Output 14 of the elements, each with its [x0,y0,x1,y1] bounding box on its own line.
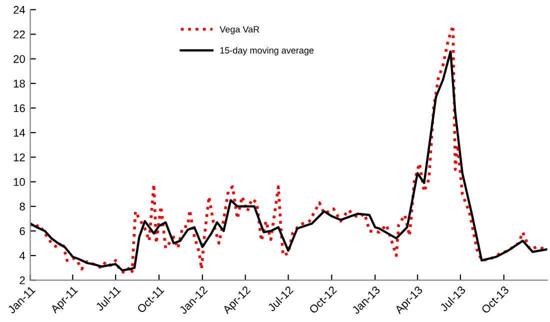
y-tick-label: 2 [20,276,25,284]
y-tick-label: 12 [14,153,25,162]
y-tick-label: 14 [14,128,26,137]
y-tick-label: 16 [14,104,25,112]
y-tick-label: 6 [20,227,25,236]
legend-label: Vega VaR [220,26,260,34]
y-tick-label: 4 [19,252,26,260]
y-tick-label: 22 [14,30,25,38]
legend-label: 15-day moving average [220,46,314,56]
y-tick-label: 18 [14,80,25,88]
y-tick-label: 8 [20,202,25,211]
y-tick-label: 20 [14,55,25,63]
y-tick-label: 10 [14,178,25,186]
y-tick-label: 24 [14,6,26,14]
